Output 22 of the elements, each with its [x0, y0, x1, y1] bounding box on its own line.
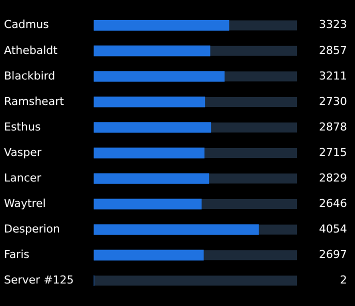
data-label: 4054: [319, 222, 347, 236]
y-tick-label: Lancer: [4, 171, 42, 184]
y-tick-label: Cadmus: [4, 18, 50, 32]
y-tick-label: Blackbird: [4, 69, 56, 82]
data-label: 2697: [319, 248, 347, 261]
data-label: 3323: [319, 18, 347, 32]
data-label: 2715: [319, 146, 347, 159]
data-label: 2829: [319, 171, 347, 184]
data-label: 2730: [319, 94, 347, 108]
y-tick-label: Esthus: [4, 120, 41, 134]
y-tick-label: Waytrel: [4, 196, 46, 210]
y-tick-label: Ramsheart: [4, 94, 65, 108]
data-label: 3211: [319, 69, 347, 82]
y-tick-label: Server #125: [4, 273, 74, 286]
data-label: 2857: [319, 44, 347, 57]
y-tick-label: Faris: [4, 248, 30, 261]
data-label: 2878: [319, 120, 347, 134]
data-label: 2: [340, 273, 347, 286]
y-tick-label: Vasper: [4, 146, 42, 159]
y-tick-label: Athebaldt: [4, 44, 58, 57]
data-label: 2646: [319, 196, 347, 210]
y-tick-label: Desperion: [4, 222, 60, 236]
